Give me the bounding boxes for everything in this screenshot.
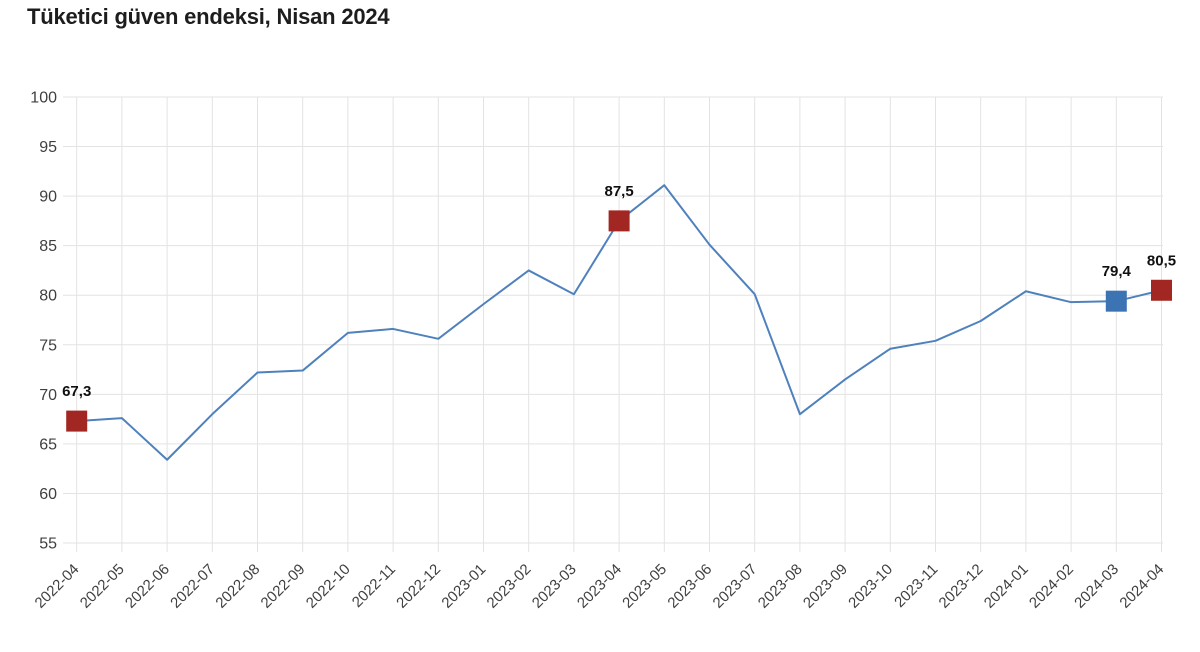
x-axis-tick-label: 2024-02: [1026, 561, 1077, 612]
x-axis-tick-label: 2023-06: [664, 561, 715, 612]
x-axis-tick-label: 2022-04: [32, 561, 83, 612]
x-axis-tick-label: 2022-12: [393, 561, 444, 612]
highlight-marker[interactable]: [1151, 279, 1172, 301]
x-axis-tick-label: 2022-11: [349, 561, 399, 611]
x-axis-tick-label: 2022-06: [122, 561, 173, 612]
y-axis-tick-label: 80: [39, 288, 57, 305]
x-axis-tick-label: 2024-04: [1116, 561, 1167, 612]
x-axis-tick-label: 2023-12: [936, 561, 987, 612]
y-axis-tick-label: 65: [39, 436, 57, 453]
x-axis-tick-label: 2024-01: [981, 561, 1032, 612]
y-axis-tick-label: 75: [39, 337, 57, 354]
x-axis-tick-label: 2023-03: [529, 561, 580, 612]
point-value-label: 80,5: [1147, 252, 1176, 269]
x-axis-tick-label: 2023-02: [484, 561, 535, 612]
y-axis-tick-label: 60: [39, 486, 57, 503]
point-value-label: 67,3: [62, 383, 91, 400]
x-axis-tick-label: 2023-05: [619, 561, 670, 612]
y-axis-tick-label: 85: [39, 238, 57, 255]
x-axis-tick-label: 2022-07: [167, 561, 218, 612]
y-axis-tick-label: 70: [39, 387, 57, 404]
x-axis-tick-label: 2024-03: [1071, 561, 1122, 612]
x-axis-tick-label: 2022-09: [258, 561, 309, 612]
point-value-label: 79,4: [1102, 263, 1132, 280]
y-axis-tick-label: 55: [39, 536, 57, 553]
y-axis-tick-label: 95: [39, 139, 57, 156]
x-axis-tick-label: 2023-07: [710, 561, 761, 612]
y-axis-tick-label: 100: [30, 90, 57, 107]
highlight-marker[interactable]: [608, 210, 630, 232]
x-axis-tick-label: 2022-10: [303, 561, 354, 612]
highlight-marker[interactable]: [66, 410, 88, 432]
x-axis-tick-label: 2023-01: [438, 561, 489, 612]
x-axis-tick-label: 2023-08: [755, 561, 806, 612]
highlight-marker[interactable]: [1105, 290, 1127, 312]
x-axis-tick-label: 2023-10: [845, 561, 896, 612]
x-axis-tick-label: 2022-05: [77, 561, 128, 612]
x-axis-tick-label: 2023-09: [800, 561, 851, 612]
point-value-label: 87,5: [604, 183, 633, 200]
x-axis-tick-label: 2023-04: [574, 561, 625, 612]
x-axis-tick-label: 2023-11: [891, 561, 941, 611]
x-axis-tick-label: 2022-08: [212, 561, 263, 612]
y-axis-tick-label: 90: [39, 189, 57, 206]
chart-title: Tüketici güven endeksi, Nisan 2024: [27, 4, 390, 29]
